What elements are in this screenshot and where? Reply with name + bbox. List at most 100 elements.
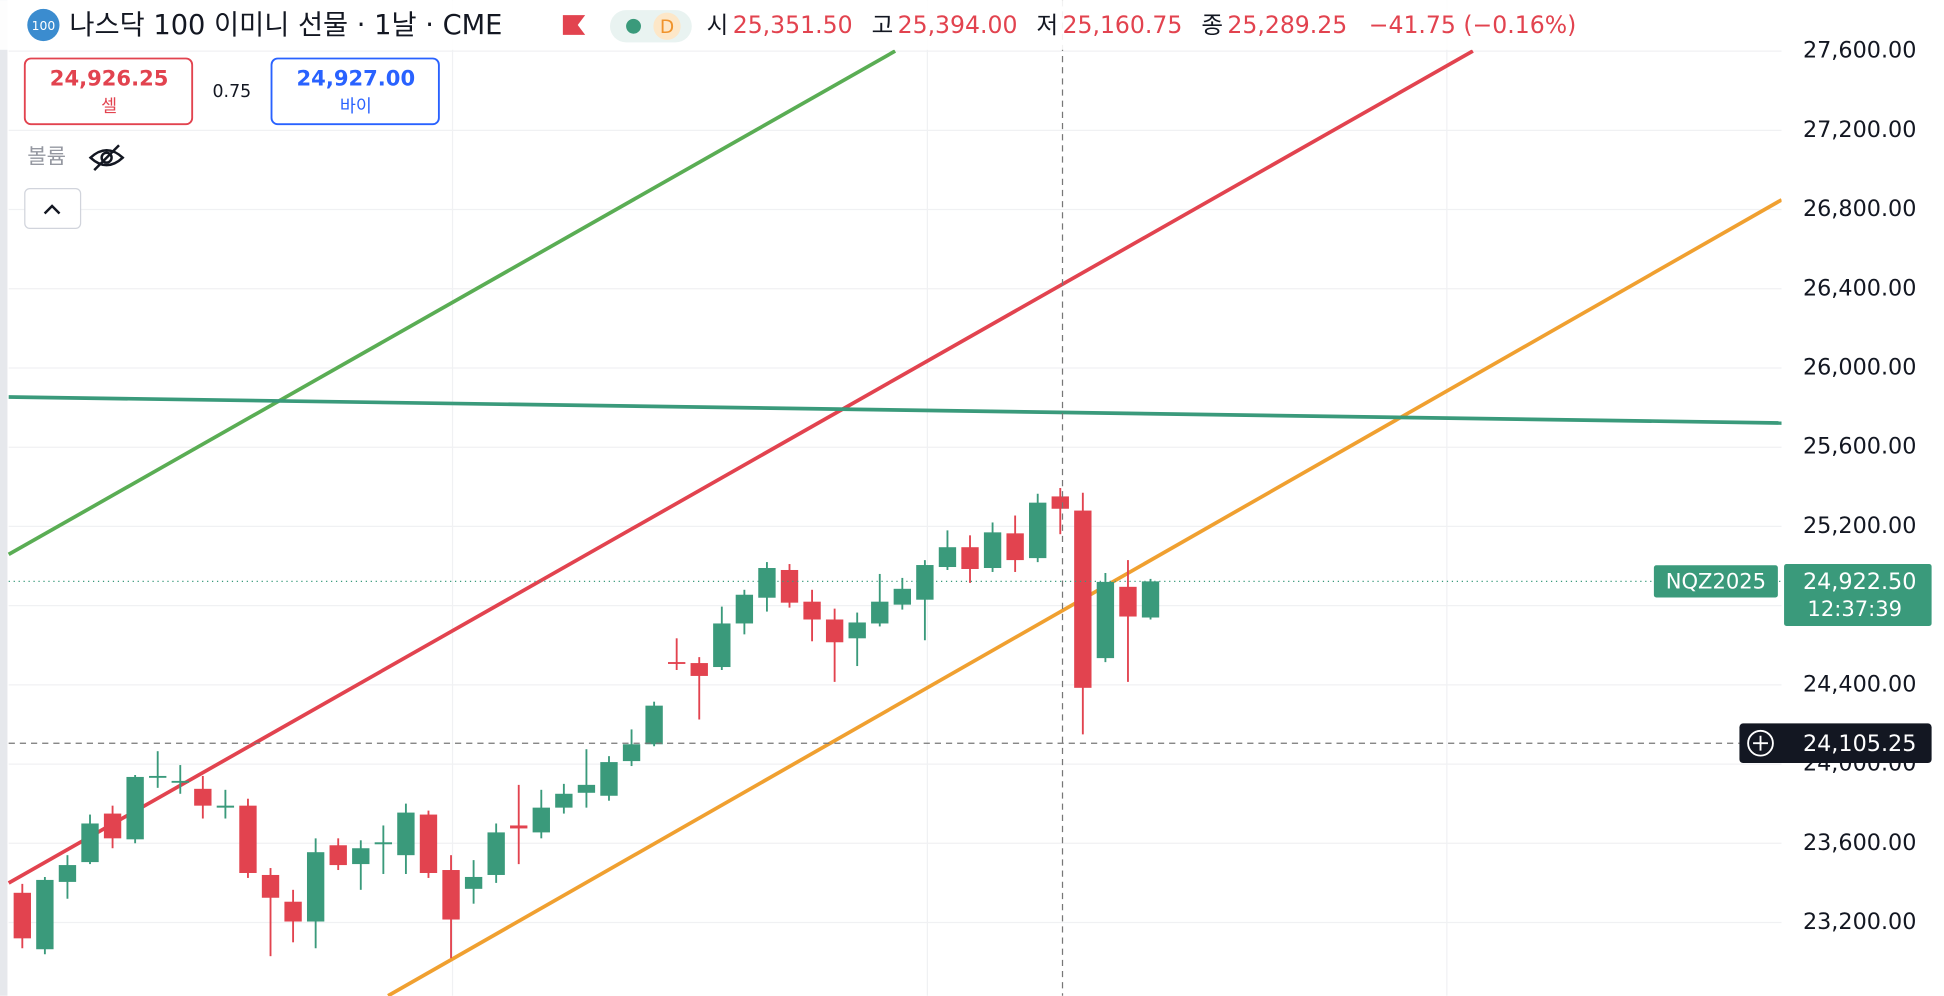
trend-line [7,49,897,557]
symbol-title[interactable]: 나스닥 100 이미니 선물 · 1날 · CME [69,10,502,41]
ohlc-value: 25,289.25 [1227,11,1347,39]
candle-body [893,588,912,605]
spread: 0.75 [213,82,252,102]
candle-body [983,532,1002,569]
add-icon [1747,729,1774,757]
candle-body [735,594,754,624]
candle-body [1029,502,1047,559]
candle-body [126,776,144,840]
candle-body [1096,581,1115,659]
candle-body [36,879,54,950]
candle-body [916,565,934,600]
y-tick-label: 25,200.00 [1803,513,1916,539]
volume-label: 볼륨 [27,144,66,169]
y-tick-label: 26,800.00 [1803,196,1916,222]
candle-body [622,744,641,762]
badge-text: 100 [32,18,56,33]
candle-body [690,663,708,676]
candle-body [668,662,686,664]
y-tick-label: 26,400.00 [1803,275,1916,301]
candle-body [961,547,979,569]
candle-body [1141,581,1160,618]
candle-body [871,601,889,624]
candle-body [13,892,31,939]
candle-body [81,823,99,863]
candle-body [532,807,550,833]
candle-body [194,788,212,806]
sell-label: 셀 [101,97,117,117]
candle-body [397,812,415,856]
buy-button[interactable] [270,57,440,126]
candle-body [848,622,866,639]
symbol-label: NQZ2025 [1666,569,1766,594]
ohlc-label: 종 [1201,11,1223,39]
price-axis-labels: 23,200.0023,600.0024,000.0024,400.0024,8… [1653,38,1932,935]
candle-body [600,762,618,796]
candle-body [1074,510,1092,688]
hide-icon[interactable] [88,144,125,171]
interval-badge: D [660,17,674,38]
y-tick-label: 23,600.00 [1803,830,1916,856]
overlay [8,580,1782,744]
collapse-button[interactable] [24,188,82,229]
grid [451,0,1448,996]
candle-body [510,825,528,829]
h-grid [8,50,1782,924]
ohlc-label: 고 [872,11,894,39]
candle-body [780,569,799,603]
interval-badge-bg [653,12,681,40]
candle-body [352,848,370,865]
y-tick-label: 27,600.00 [1803,38,1916,64]
status-dot [626,18,641,34]
candle-body [171,780,189,783]
horizontal-line [8,395,1782,425]
buy-label: 바이 [340,97,372,117]
candle-body [306,852,325,922]
last-price-label: 24,922.50 [1803,569,1916,595]
y-tick-label: 26,000.00 [1803,354,1916,380]
ohlc-value: 25,394.00 [898,11,1018,39]
sell-button[interactable] [23,57,194,126]
ohlc-value: 25,351.50 [733,11,853,39]
left-border [0,0,8,996]
candle-body [374,842,393,845]
y-tick-label: 23,200.00 [1803,909,1916,935]
ohlc-label: 시 [707,11,729,39]
last-price-tag [1784,564,1932,627]
change: −41.75 (−0.16%) [1369,11,1577,39]
candle-body [487,832,505,875]
header-bg [0,0,1782,50]
flag-icon[interactable] [562,15,586,35]
candle-body [419,814,438,873]
buy-price: 24,927.00 [297,66,416,91]
add-icon-plus [1753,735,1768,751]
crosshair-tag [1739,723,1932,764]
y-tick-label: 27,200.00 [1803,117,1916,143]
ohlc-value: 25,160.75 [1063,11,1183,39]
candle-body [713,623,731,668]
ohlc-label: 저 [1036,11,1058,39]
price-axis [1781,0,1944,996]
candle-body [329,845,347,866]
candle-body [149,775,167,778]
candle-body [645,705,663,745]
candle-body [758,568,776,598]
candle-body [555,793,573,808]
candles [13,487,1160,959]
countdown: 12:37:39 [1807,596,1902,621]
candle-body [58,865,77,882]
y-tick-label: 25,600.00 [1803,434,1916,460]
candle-body [825,619,844,643]
candle-body [464,876,483,889]
sell-price: 24,926.25 [50,66,169,91]
candle-body [1051,496,1069,509]
candle-body [1119,586,1137,617]
candle-body [103,813,122,839]
trend-line [7,49,1474,885]
candle-body [261,874,280,898]
candle-body [577,784,596,793]
candle-body [938,547,957,568]
